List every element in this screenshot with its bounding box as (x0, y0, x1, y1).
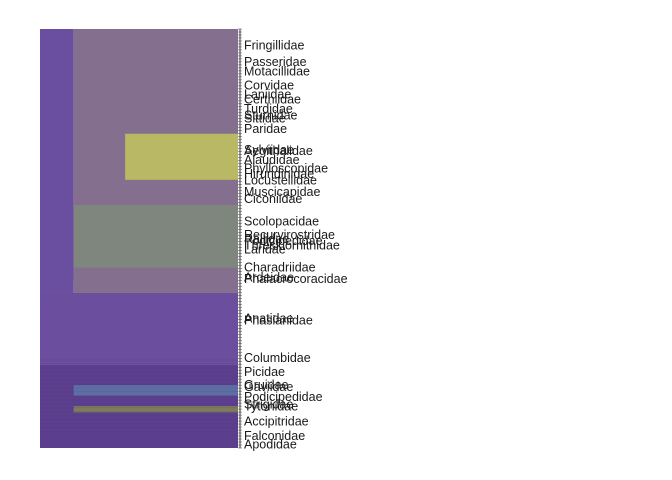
row-label: Phylloscopidae (244, 162, 328, 176)
row-label: Ardeidae (244, 271, 294, 285)
row-label: Turdidae (244, 102, 293, 116)
row-label: Scolopacidae (244, 214, 319, 228)
row-label: Certhiidae (244, 92, 301, 106)
row-label: Phalacrocoracidae (244, 272, 348, 286)
heatmap-block-4 (73, 267, 238, 281)
row-label: Fringillidae (244, 38, 304, 52)
row-label: Aegithalidae (244, 144, 313, 158)
row-label: Strigidae (244, 398, 293, 412)
row-label: Motacillidae (244, 64, 310, 78)
heatmap-cells (40, 29, 238, 448)
row-label: Paridae (244, 122, 287, 136)
row-ticks (238, 28, 242, 449)
row-label: Laridae (244, 242, 286, 256)
row-label: Accipitridae (244, 414, 309, 428)
row-label: Picidae (244, 365, 285, 379)
row-label: Apodidae (244, 437, 297, 451)
row-label: Rallidae (244, 232, 289, 246)
heatmap-block-8 (73, 406, 238, 413)
row-label: Hirundinidae (244, 167, 314, 181)
row-label: Falconidae (244, 429, 305, 443)
row-label: Sylviidae (244, 143, 294, 157)
row-labels: Fringillidae PasseridaeMotacillidaeCorvid… (244, 38, 348, 451)
heatmap-block-5 (40, 292, 238, 365)
row-label: Charadriidae (244, 260, 316, 274)
row-separators (40, 359, 238, 444)
row-label: Locustellidae (244, 173, 317, 187)
heatmap-block-0 (40, 29, 74, 293)
row-label: Passeridae (244, 55, 307, 69)
row-label: Muscicapidae (244, 185, 320, 199)
row-label: Podicipedidae (244, 390, 323, 404)
row-label: Threskiornithidae (244, 238, 340, 252)
row-label: Columbidae (244, 351, 311, 365)
row-label: Alaudidae (244, 153, 300, 167)
heatmap-block-2 (125, 133, 238, 180)
row-label: Sittidae (244, 112, 286, 126)
row-label: Gruidae (244, 378, 289, 392)
row-label: Anatidae (244, 312, 293, 326)
row-label: Corvidae (244, 79, 294, 93)
row-label: Tytonidae (244, 400, 298, 414)
row-label: Recurvirostridae (244, 228, 335, 242)
heatmap-block-7 (73, 385, 238, 396)
row-label: Sturnidae (244, 108, 298, 122)
row-label: Ciconiidae (244, 192, 302, 206)
row-label: Laniidae (244, 87, 291, 101)
heatmap-block-3 (73, 204, 238, 268)
row-label: Gaviidae (244, 380, 293, 394)
row-label: Phasianidae (244, 314, 313, 328)
row-label: Podicipedidae (244, 234, 323, 248)
